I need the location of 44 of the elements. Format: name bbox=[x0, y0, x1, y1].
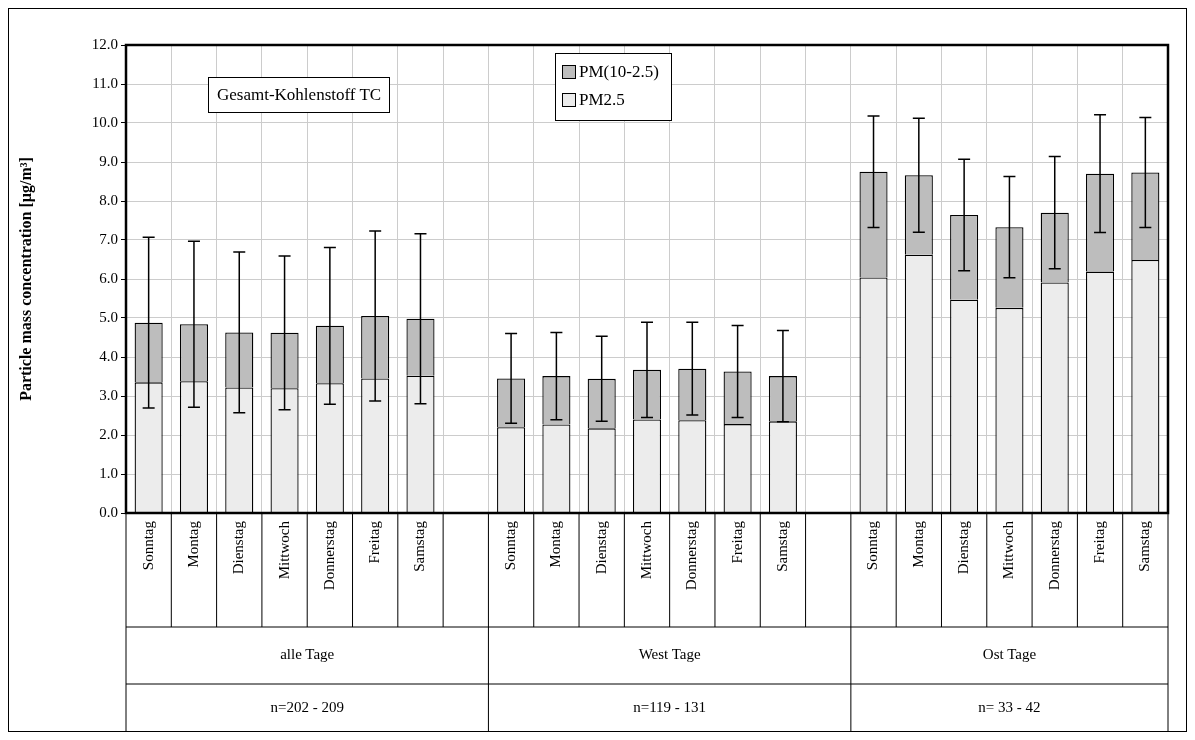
text: n=119 - 131 bbox=[633, 698, 707, 715]
y-tick-label: 2.0 bbox=[99, 425, 118, 442]
y-tick-label: 4.0 bbox=[99, 347, 118, 364]
y-tick-label: 9.0 bbox=[99, 152, 118, 169]
x-tick-label: Dienstag bbox=[955, 520, 972, 575]
y-tick-label: 8.0 bbox=[99, 191, 118, 208]
y-tick-label: 3.0 bbox=[99, 386, 118, 403]
x-tick-label: Mittwoch bbox=[1000, 520, 1017, 580]
y-tick-label: 6.0 bbox=[99, 269, 118, 286]
y-tick-label: 11.0 bbox=[92, 74, 118, 91]
x-tick-label: Sonntag bbox=[864, 520, 881, 571]
y-tick-label: 0.0 bbox=[99, 503, 118, 520]
x-tick-label: Dienstag bbox=[230, 520, 247, 575]
text: alle Tage bbox=[280, 646, 335, 663]
y-tick-label: 10.0 bbox=[91, 113, 118, 130]
x-tick-label: Samstag bbox=[1136, 520, 1153, 572]
text: West Tage bbox=[638, 646, 702, 663]
text: n= 33 - 42 bbox=[978, 698, 1041, 715]
x-tick-label: Freitag bbox=[728, 520, 745, 564]
x-tick-label: Mittwoch bbox=[275, 520, 292, 580]
x-tick-label: Samstag bbox=[411, 520, 428, 572]
y-axis-title: Particle mass concentration [µg/m³] bbox=[16, 157, 35, 401]
x-tick-label: Montag bbox=[909, 520, 926, 568]
legend-label: PM2.5 bbox=[579, 89, 625, 111]
x-tick-label: Dienstag bbox=[592, 520, 609, 575]
x-tick-label: Donnerstag bbox=[1045, 520, 1062, 591]
x-tick-label: Sonntag bbox=[139, 520, 156, 571]
x-tick-label: Donnerstag bbox=[683, 520, 700, 591]
legend-label: PM(10-2.5) bbox=[579, 61, 659, 83]
x-tick-label: Montag bbox=[184, 520, 201, 568]
x-tick-label: Sonntag bbox=[502, 520, 519, 571]
annotation: Gesamt-Kohlenstoff TC bbox=[208, 77, 391, 113]
x-tick-label: Freitag bbox=[1090, 520, 1107, 564]
x-tick-label: Samstag bbox=[773, 520, 790, 572]
text: Ost Tage bbox=[982, 646, 1037, 663]
text: n=202 - 209 bbox=[270, 698, 344, 715]
y-tick-label: 1.0 bbox=[99, 464, 118, 481]
y-tick-label: 5.0 bbox=[99, 308, 118, 325]
y-tick-label: 7.0 bbox=[99, 230, 118, 247]
x-tick-label: Freitag bbox=[366, 520, 383, 564]
x-tick-label: Mittwoch bbox=[637, 520, 654, 580]
y-tick-label: 12.0 bbox=[91, 35, 118, 52]
x-tick-label: Donnerstag bbox=[320, 520, 337, 591]
x-tick-label: Montag bbox=[547, 520, 564, 568]
